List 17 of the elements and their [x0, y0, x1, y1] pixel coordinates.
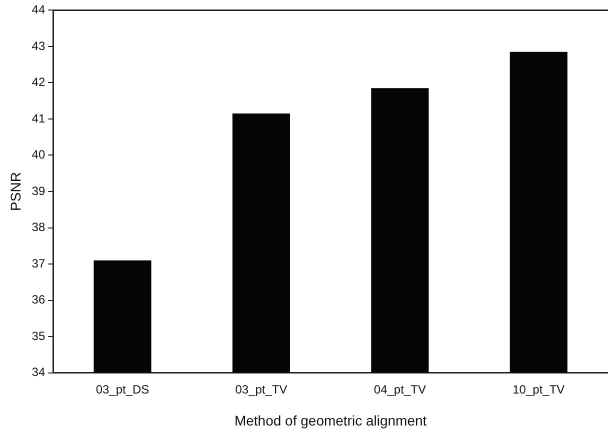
x-tick-label: 10_pt_TV	[512, 382, 565, 396]
y-axis-title: PSNR	[7, 172, 24, 211]
y-tick-label: 35	[32, 328, 46, 343]
y-tick-label: 41	[32, 111, 46, 126]
y-tick-label: 42	[32, 75, 46, 90]
x-tick-label: 03_pt_DS	[96, 382, 150, 396]
x-tick-label: 03_pt_TV	[235, 382, 288, 396]
y-tick-label: 38	[32, 220, 46, 234]
y-tick-label: 43	[32, 38, 46, 53]
y-tick-label: 37	[32, 256, 46, 270]
y-tick-label: 44	[32, 2, 46, 17]
x-axis-title: Method of geometric alignment	[234, 412, 427, 428]
x-tick-label: 04_pt_TV	[374, 382, 426, 396]
y-tick-label: 39	[32, 184, 46, 198]
y-tick-label: 36	[32, 292, 46, 307]
y-tick-label: 40	[32, 148, 46, 162]
y-tick-label: 34	[32, 365, 46, 380]
